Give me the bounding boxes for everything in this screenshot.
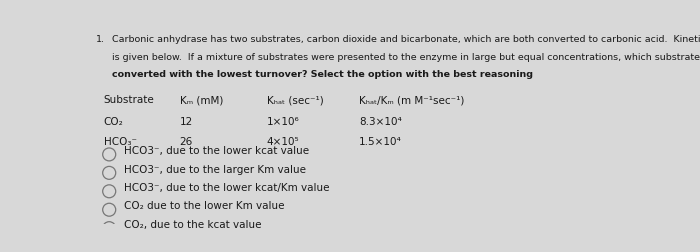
Text: 1×10⁶: 1×10⁶ [267,117,300,127]
Text: HCO3⁻, due to the larger Km value: HCO3⁻, due to the larger Km value [125,165,307,175]
Text: HCO3⁻, due to the lower kcat/Km value: HCO3⁻, due to the lower kcat/Km value [125,183,330,193]
Text: CO₂ due to the lower Km value: CO₂ due to the lower Km value [125,202,285,211]
Text: Kₕₐₜ (sec⁻¹): Kₕₐₜ (sec⁻¹) [267,95,323,105]
Text: Kₘ (mM): Kₘ (mM) [180,95,223,105]
Text: 1.: 1. [96,35,104,44]
Text: converted with the lowest turnover? Select the option with the best reasoning: converted with the lowest turnover? Sele… [112,70,533,79]
Text: Carbonic anhydrase has two substrates, carbon dioxide and bicarbonate, which are: Carbonic anhydrase has two substrates, c… [112,35,700,44]
Text: Kₕₐₜ/Kₘ (m M⁻¹sec⁻¹): Kₕₐₜ/Kₘ (m M⁻¹sec⁻¹) [358,95,464,105]
Text: 26: 26 [180,137,193,147]
Text: is given below.  If a mixture of substrates were presented to the enzyme in larg: is given below. If a mixture of substrat… [112,53,700,61]
Text: HCO3⁻, due to the lower kcat value: HCO3⁻, due to the lower kcat value [125,146,309,156]
Text: 1.5×10⁴: 1.5×10⁴ [358,137,402,147]
Text: Substrate: Substrate [104,95,155,105]
Text: HCO₃⁻: HCO₃⁻ [104,137,136,147]
Text: 12: 12 [180,117,193,127]
Text: 4×10⁵: 4×10⁵ [267,137,299,147]
Text: CO₂, due to the kcat value: CO₂, due to the kcat value [125,220,262,230]
Text: CO₂: CO₂ [104,117,123,127]
Text: 8.3×10⁴: 8.3×10⁴ [358,117,402,127]
